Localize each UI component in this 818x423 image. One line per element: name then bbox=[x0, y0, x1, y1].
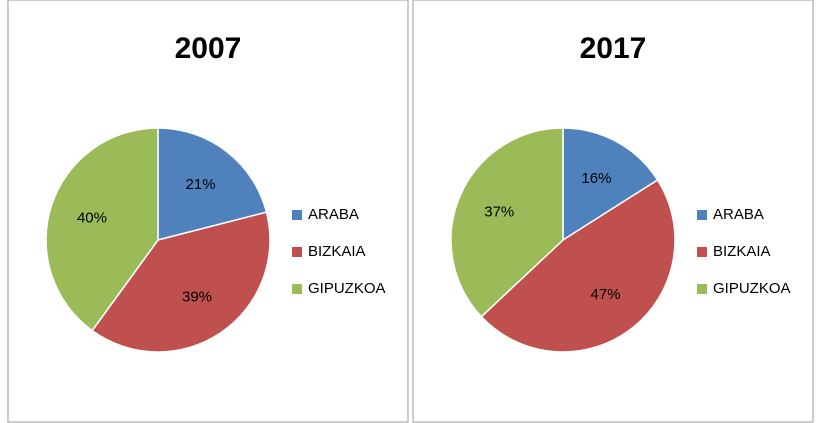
pie-slice bbox=[562, 127, 659, 242]
panel-border bbox=[412, 0, 814, 423]
data-label: 16% bbox=[581, 170, 611, 187]
legend-swatch bbox=[697, 210, 707, 220]
data-label: 37% bbox=[484, 203, 514, 220]
data-label: 21% bbox=[186, 176, 216, 193]
chart-title: 2017 bbox=[580, 32, 647, 65]
pie-slice bbox=[157, 127, 268, 241]
legend-label: ARABA bbox=[713, 206, 764, 223]
pie-slice bbox=[45, 127, 159, 332]
pie-slice bbox=[450, 127, 564, 318]
legend-swatch bbox=[292, 210, 302, 220]
chart-title: 2007 bbox=[175, 32, 242, 65]
data-label: 40% bbox=[77, 210, 107, 227]
legend-label: BIZKAIA bbox=[308, 243, 366, 260]
legend-label: GIPUZKOA bbox=[308, 280, 386, 297]
legend-swatch bbox=[697, 247, 707, 257]
legend-swatch bbox=[697, 284, 707, 294]
legend-swatch bbox=[292, 284, 302, 294]
legend-swatch bbox=[292, 247, 302, 257]
data-label: 47% bbox=[591, 286, 621, 303]
legend-label: BIZKAIA bbox=[713, 243, 771, 260]
pie-slice bbox=[91, 211, 271, 353]
panel-border bbox=[7, 0, 409, 423]
data-label: 39% bbox=[182, 288, 212, 305]
legend-label: ARABA bbox=[308, 206, 359, 223]
pie-slice bbox=[480, 178, 676, 353]
legend-label: GIPUZKOA bbox=[713, 280, 791, 297]
